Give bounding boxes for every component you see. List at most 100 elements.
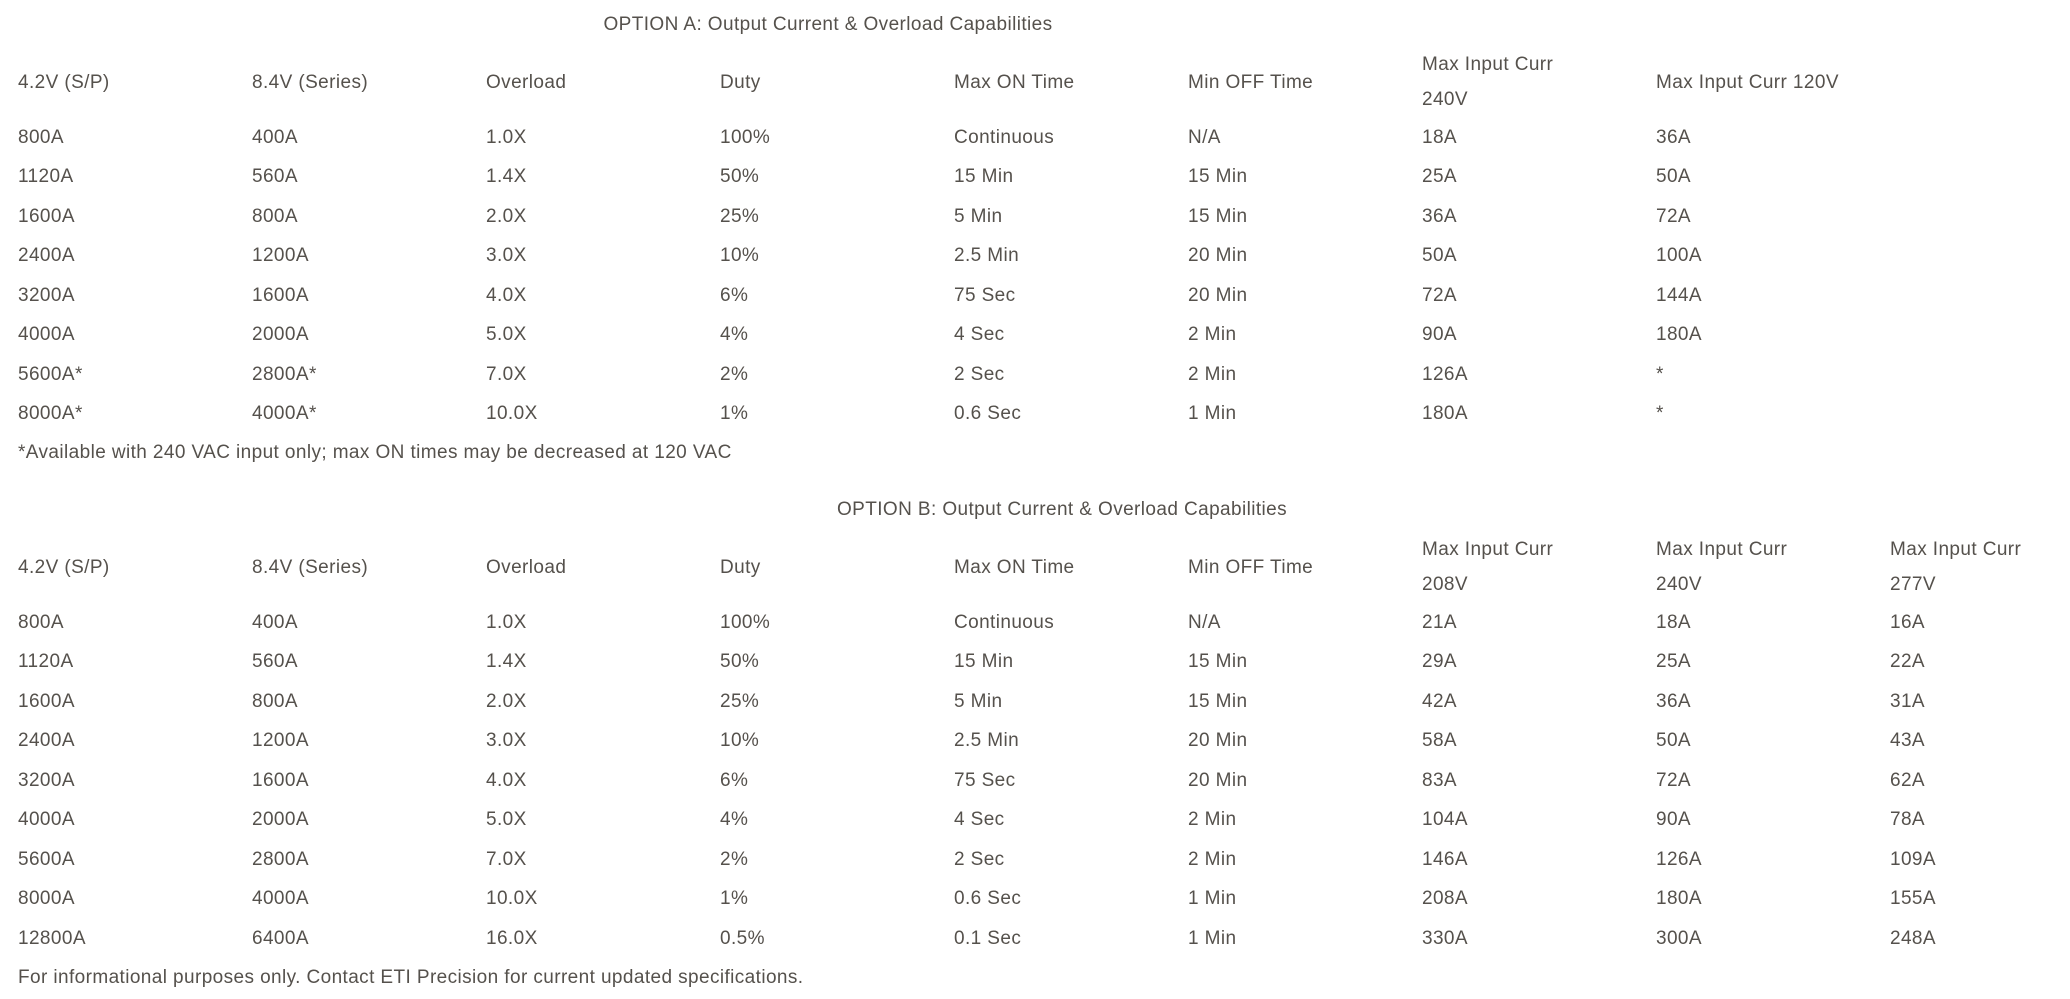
table-cell: 146A [1422,848,1468,870]
table-cell: 5600A [18,848,75,870]
table-cell: 800A [252,205,298,227]
table-row: 5600A 2800A 7.0X 2% 2 Sec 2 Min 146A 126A 109A [18,840,2070,880]
table-cell: 4% [720,324,749,346]
table-cell: 58A [1422,730,1458,752]
table-cell: 330A [1422,927,1468,949]
table-cell: 560A [252,651,298,673]
table-row: 2400A 1200A 3.0X 10% 2.5 Min 20 Min 58A 50A 43A [18,722,2070,762]
table-cell: 5.0X [486,809,527,831]
table-cell: 7.0X [486,848,527,870]
table-row: 1120A 560A 1.4X 50% 15 Min 15 Min 25A 50A [18,158,2070,198]
column-header: Overload [486,71,567,93]
table-cell: 126A [1656,848,1702,870]
table-cell: 180A [1656,888,1702,910]
table-cell: 62A [1890,769,1926,791]
table-cell: 144A [1656,284,1702,306]
table-cell: 15 Min [954,166,1014,188]
table-cell: 15 Min [1188,651,1248,673]
column-header: Overload [486,556,567,578]
table-row: 12800A 6400A 16.0X 0.5% 0.1 Sec 1 Min 330A 300A… [18,919,2070,959]
table-cell: 50A [1656,166,1692,188]
table-cell: * [1656,363,1664,385]
table-cell: 1.4X [486,651,527,673]
table-cell: 2.5 Min [954,245,1020,267]
table-cell: 72A [1422,284,1458,306]
table-cell: 72A [1656,205,1692,227]
table-cell: 560A [252,166,298,188]
table-cell: 36A [1656,690,1692,712]
table-cell: 2400A [18,730,75,752]
option-b-section: OPTION B: Output Current & Overload Capa… [0,497,2070,991]
table-cell: 3200A [18,769,75,791]
table-cell: 4.0X [486,769,527,791]
table-cell: 0.6 Sec [954,403,1022,425]
table-cell: 15 Min [954,651,1014,673]
table-cell: 4 Sec [954,809,1005,831]
table-cell: 4 Sec [954,324,1005,346]
column-header: 8.4V (Series) [252,71,369,93]
column-header: Max Input Curr 120V [1656,71,1839,93]
table-cell: 248A [1890,927,1936,949]
table-cell: 22A [1890,651,1926,673]
table-cell: 1.0X [486,126,527,148]
table-row: 8000A 4000A 10.0X 1% 0.6 Sec 1 Min 208A 180A 155… [18,880,2070,920]
table-cell: 1600A [252,769,309,791]
table-cell: 75 Sec [954,284,1016,306]
table-row: 4000A 2000A 5.0X 4% 4 Sec 2 Min 90A 180A [18,316,2070,356]
table-cell: 155A [1890,888,1936,910]
table-cell: 31A [1890,690,1926,712]
table-cell: 43A [1890,730,1926,752]
table-cell: 8000A* [18,403,83,425]
table-cell: 7.0X [486,363,527,385]
table-cell: 75 Sec [954,769,1016,791]
table-cell: 4000A [18,324,75,346]
table-cell: Continuous [954,126,1055,148]
column-header: Min OFF Time [1188,71,1314,93]
option-b-title: OPTION B: Output Current & Overload Capa… [836,499,1288,520]
table-cell: 400A [252,611,298,633]
column-header: 8.4V (Series) [252,556,369,578]
table-cell: 208A [1422,888,1468,910]
table-cell: 90A [1422,324,1458,346]
column-header: Max ON Time [954,556,1075,578]
header-row: 4.2V (S/P) 8.4V (Series) Overload Duty Max O… [18,46,2070,118]
table-cell: 1600A [18,205,75,227]
column-header: Min OFF Time [1188,556,1314,578]
table-cell: 0.1 Sec [954,927,1022,949]
table-cell: 1200A [252,245,309,267]
table-cell: 12800A [18,927,86,949]
table-cell: 25% [720,690,760,712]
table-cell: 1.4X [486,166,527,188]
table-cell: 2000A [252,324,309,346]
table-cell: 42A [1422,690,1458,712]
table-cell: 1 Min [1188,403,1237,425]
table-cell: 1120A [18,651,74,673]
table-cell: 2 Sec [954,848,1005,870]
table-cell: 15 Min [1188,690,1248,712]
table-cell: * [1656,403,1664,425]
table-cell: 6% [720,769,749,791]
table-cell: 50% [720,651,760,673]
table-cell: 109A [1890,848,1936,870]
table-cell: 2% [720,848,749,870]
disclaimer-note: For informational purposes only. Contact… [18,966,804,988]
table-cell: 1 Min [1188,888,1237,910]
table-cell: 2% [720,363,749,385]
table-cell: 2 Min [1188,809,1237,831]
table-cell: 2.0X [486,690,527,712]
option-a-table: 4.2V (S/P) 8.4V (Series) Overload Duty Max O… [0,46,2070,434]
table-cell: N/A [1188,611,1221,633]
option-a-footnote: *Available with 240 VAC input only; max … [18,442,732,463]
table-cell: 20 Min [1188,730,1248,752]
table-cell: 10.0X [486,403,538,425]
table-row: 3200A 1600A 4.0X 6% 75 Sec 20 Min 72A 144A [18,276,2070,316]
table-cell: 1% [720,403,749,425]
option-a-title: OPTION A: Output Current & Overload Capa… [603,14,1053,35]
table-cell: 126A [1422,363,1468,385]
table-row: 1120A 560A 1.4X 50% 15 Min 15 Min 29A 25A 22A [18,643,2070,683]
table-cell: 4000A [18,809,75,831]
table-cell: 1.0X [486,611,527,633]
table-cell: 4.0X [486,284,527,306]
table-cell: 2.0X [486,205,527,227]
